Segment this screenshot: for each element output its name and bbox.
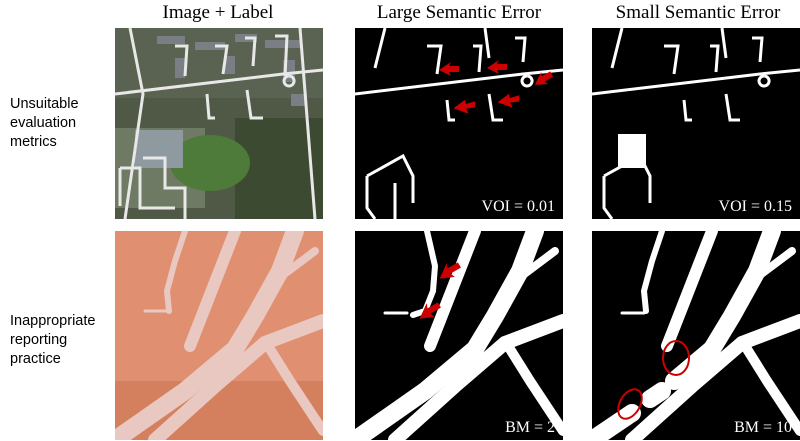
voi-large-metric: VOI = 0.01 [481, 198, 555, 215]
row-label-line: Unsuitable [10, 96, 79, 112]
large-error-road-mask: VOI = 0.01 [355, 28, 563, 219]
aerial-image-with-road-label [115, 28, 323, 219]
aerial-image-svg [115, 28, 323, 219]
row-label-line: metrics [10, 134, 57, 150]
row-label-inappropriate-reporting: Inappropriate reporting practice [10, 312, 114, 369]
row-label-unsuitable-metrics: Unsuitable evaluation metrics [10, 95, 114, 152]
row-label-line: reporting [10, 332, 68, 348]
small-error-vessel-mask: BM = 10 [592, 231, 800, 440]
vessel-mask-svg [592, 231, 800, 440]
small-error-road-mask: VOI = 0.15 [592, 28, 800, 219]
large-error-vessel-mask: BM = 2 [355, 231, 563, 440]
vessel-image-with-label [115, 231, 323, 440]
error-arrows [439, 60, 554, 114]
road-mask-svg [592, 28, 800, 219]
column-title-image-label: Image + Label [162, 2, 274, 23]
row-label-line: Inappropriate [10, 313, 96, 329]
bm-small-metric: BM = 10 [734, 419, 792, 436]
road-mask-svg [355, 28, 563, 219]
column-title-small-error: Small Semantic Error [615, 2, 781, 23]
row-label-line: evaluation [10, 115, 77, 131]
error-ellipses [617, 340, 690, 420]
vessel-image-svg [115, 231, 323, 440]
error-arrows [419, 262, 461, 319]
vessel-mask-svg [355, 231, 563, 440]
column-title-large-error: Large Semantic Error [376, 2, 542, 23]
voi-small-metric: VOI = 0.15 [718, 198, 792, 215]
bm-large-metric: BM = 2 [505, 419, 555, 436]
row-label-line: practice [10, 351, 61, 367]
